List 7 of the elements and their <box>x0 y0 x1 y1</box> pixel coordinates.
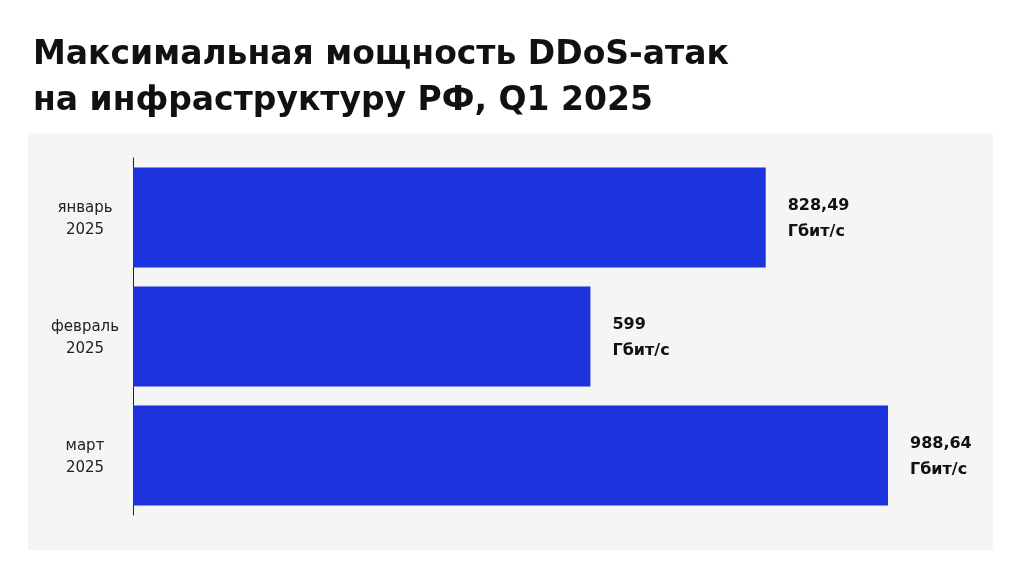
chart-title: Максимальная мощность DDoS-атак на инфраструктуру РФ, Q1 2025 <box>33 32 729 118</box>
y-tick-label: март 2025 <box>65 435 105 476</box>
data-label: 599 Гбит/с <box>612 314 670 359</box>
y-tick-label: январь 2025 <box>57 197 113 238</box>
data-label: 828,49 Гбит/с <box>787 195 850 240</box>
data-label: 988,64 Гбит/с <box>910 433 972 478</box>
y-tick-label: февраль 2025 <box>50 316 120 357</box>
